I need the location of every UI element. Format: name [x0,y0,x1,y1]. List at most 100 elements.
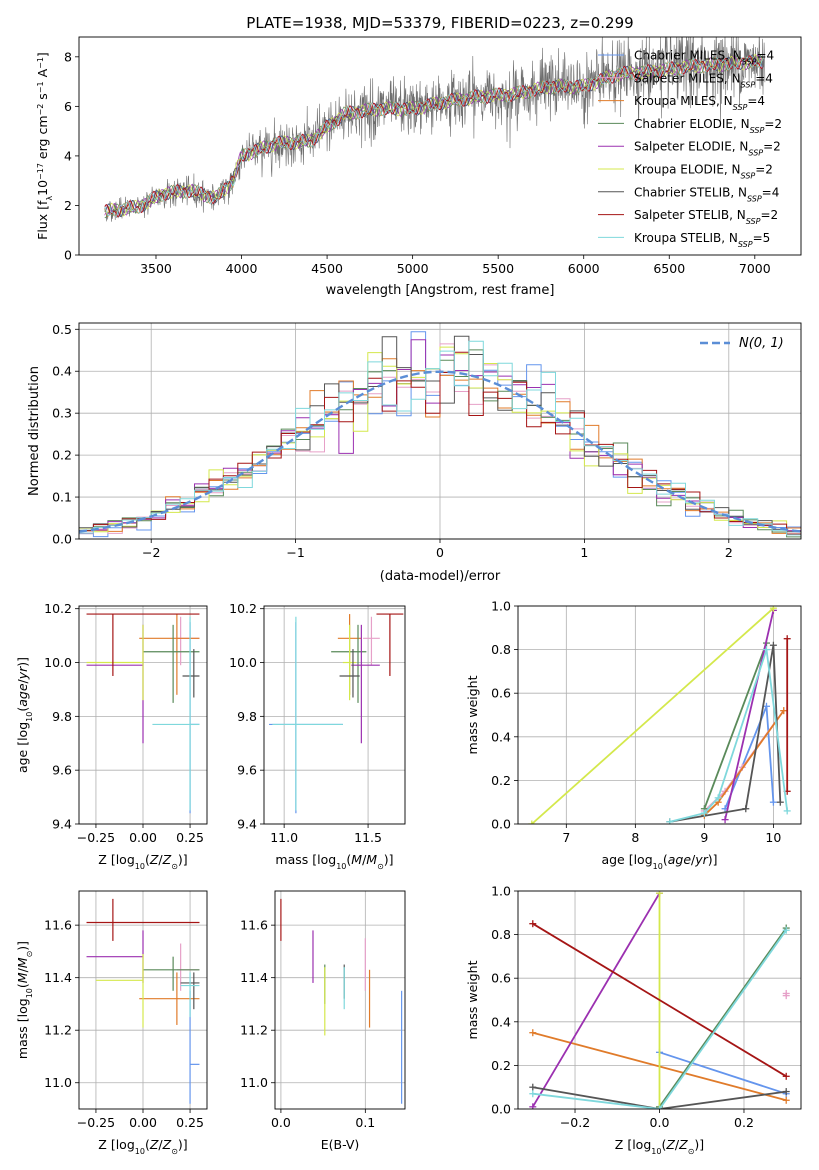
x-tick-label: 0.00 [129,1115,157,1130]
x-tick-label: 9 [700,830,708,845]
plot-area [86,613,200,814]
histogram-8 [79,351,801,535]
y-tick-label: 10.2 [229,601,257,616]
y-tick-label: 0.6 [491,686,511,701]
panel-mass_vs_ebv: 0.0 0.1 11.0 11.2 11.4 11.6 E(B-V) [240,890,406,1152]
legend-label: Salpeter STELIB, NSSP=2 [634,208,778,226]
x-axis-label: Z [log10(Z/Z⊙)] [98,1137,187,1156]
y-tick-label: 11.2 [240,1023,268,1038]
x-tick-label: 4000 [226,261,258,276]
y-axis-label: mass [log10(M/M⊙)] [15,941,34,1059]
y-tick-label: 0.3 [52,406,72,421]
axes-frame [78,605,208,825]
y-axis-label: Normed distribution [27,366,42,496]
y-tick-label: 9.4 [52,817,72,832]
model-spectrum-7 [104,54,764,218]
x-tick-label: 0.25 [176,830,204,845]
weight-series-7 [532,1086,787,1109]
weight-series-9 [532,929,787,1109]
x-tick-label: 4500 [311,261,343,276]
y-tick-label: 0.2 [491,1058,511,1073]
x-tick-label: −0.25 [77,830,115,845]
x-tick-label: 1 [580,545,588,560]
legend-label: Kroupa MILES, NSSP=4 [634,94,765,112]
x-tick-label: 8 [631,830,639,845]
x-tick-label: 0.1 [355,1115,375,1130]
axes-frame [263,605,406,825]
panel-weight_vs_age: 7 8 9 10 0.0 0.2 0.4 0.6 0.8 1.0 mass weight age [l… [465,599,802,871]
y-tick-label: 11.0 [240,1075,268,1090]
x-tick-label: 0.0 [271,1115,291,1130]
x-axis-label: Z [log10(Z/Z⊙)] [615,1137,704,1156]
y-tick-label: 0.5 [52,322,72,337]
x-tick-label: −2 [142,545,160,560]
y-tick-label: 11.4 [240,970,268,985]
y-axis-label: Flux [fλ10−17 erg cm−2 s−1 A−1] [35,52,54,240]
x-tick-label: −1 [286,545,304,560]
y-tick-label: 0.8 [491,927,511,942]
y-tick-label: 0.6 [491,971,511,986]
panel-age_vs_Z: −0.25 0.00 0.25 9.4 9.6 9.8 10.0 10.2 Z [log10(Z… [15,601,208,871]
x-tick-label: 6000 [568,261,600,276]
panel-spectrum: 3500 4000 4500 5000 5500 6000 6500 7000 0 2 4 6 8 wav… [35,36,802,298]
y-tick-label: 11.0 [44,1075,72,1090]
plot-area [104,37,766,222]
y-tick-label: 1.0 [491,599,511,614]
y-tick-label: 11.6 [44,918,72,933]
x-tick-label: −0.2 [560,1115,590,1130]
y-tick-label: 9.6 [237,763,257,778]
weight-series-7 [669,645,782,823]
y-tick-label: 11.6 [240,918,268,933]
weight-series-5 [724,610,775,820]
x-tick-label: 3500 [140,261,172,276]
axes-frame [274,890,406,1110]
y-tick-label: 0.1 [52,490,72,505]
y-tick-label: 10.0 [44,655,72,670]
legend-label: Kroupa ELODIE, NSSP=2 [634,163,773,181]
legend-label: Salpeter ELODIE, NSSP=2 [634,140,781,158]
y-tick-label: 0.2 [52,448,72,463]
x-tick-label: 0.0 [650,1115,670,1130]
x-axis-label: mass [log10(M/M⊙)] [275,852,393,871]
y-tick-label: 2 [64,198,72,213]
y-tick-label: 0.0 [52,532,72,547]
y-tick-label: 6 [64,99,72,114]
y-tick-label: 9.6 [52,763,72,778]
weight-series-1 [659,1051,787,1095]
plot-area [529,891,790,1109]
plot-area [86,898,200,1104]
y-tick-label: 9.4 [237,817,257,832]
y-tick-label: 0.4 [491,729,511,744]
panel-mass_vs_Z: −0.25 0.00 0.25 11.0 11.2 11.4 11.6 Z [log10(Z/… [15,890,208,1156]
weight-series-8 [532,922,787,1078]
x-axis-label: E(B-V) [321,1137,360,1152]
panel-residual_hist: −2 −1 0 1 2 0.0 0.1 0.2 0.3 0.4 0.5 (data-model)/er… [27,322,802,584]
plot-area [269,613,404,814]
x-axis-label: (data-model)/error [380,569,501,584]
legend-label: N(0, 1) [739,336,784,351]
x-tick-label: 11.0 [270,830,298,845]
x-axis-label: age [log10(age/yr)] [601,852,717,871]
axes-frame [517,890,802,1110]
model-spectrum-8 [104,55,764,218]
axes-frame [517,605,802,825]
x-tick-label: 5000 [397,261,429,276]
y-tick-label: 11.2 [44,1023,72,1038]
y-tick-label: 0.8 [491,642,511,657]
legend-label: Chabrier MILES, NSSP=4 [634,49,774,67]
histogram-9 [79,340,801,536]
x-tick-label: 6500 [653,261,685,276]
panel-weight_vs_Z: −0.2 0.0 0.2 0.0 0.2 0.4 0.6 0.8 1.0 mass weight Z… [465,884,802,1156]
y-tick-label: 0.2 [491,773,511,788]
y-tick-label: 4 [64,148,72,163]
legend-label: Chabrier STELIB, NSSP=4 [634,185,779,203]
x-tick-label: 0.00 [129,830,157,845]
y-tick-label: 10.0 [229,655,257,670]
weight-series-9 [669,649,789,823]
legend-label: Kroupa STELIB, NSSP=5 [634,231,770,249]
y-tick-label: 10.2 [44,601,72,616]
y-tick-label: 8 [64,49,72,64]
figure-title: PLATE=1938, MJD=53379, FIBERID=0223, z=0… [246,14,633,32]
y-tick-label: 11.4 [44,970,72,985]
